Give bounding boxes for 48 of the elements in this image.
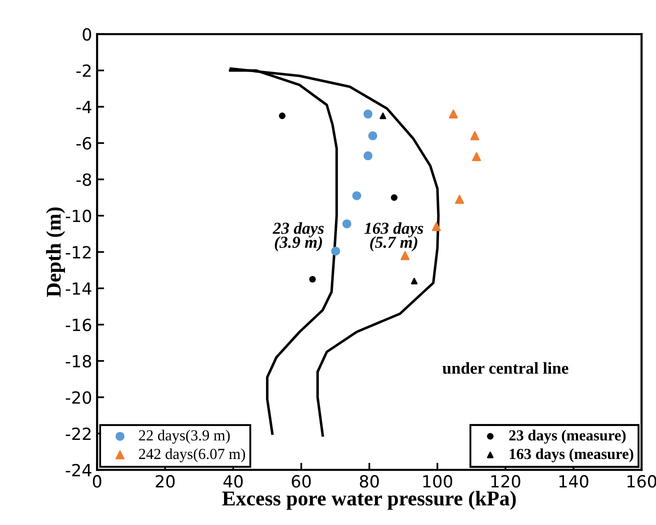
annotation: 23 days (3.9 m): [272, 222, 324, 252]
point: [390, 194, 398, 201]
x-tick-label: 40: [223, 475, 243, 488]
point: [331, 246, 340, 256]
point: [363, 151, 372, 160]
x-tick-label: 0: [92, 475, 102, 488]
x-tick-label: 160: [627, 475, 656, 488]
point: [352, 191, 362, 200]
x-tick-label: 20: [156, 475, 175, 488]
y-tick-label: -10: [66, 210, 92, 222]
x-tick-label: 80: [360, 475, 379, 488]
point: [278, 112, 286, 120]
x-axis-title: Excess pore water pressure (kPa): [222, 490, 516, 510]
point: [472, 152, 482, 162]
x-tick-label: 120: [491, 475, 520, 488]
point: [309, 276, 316, 283]
y-axis-title: Depth (m): [46, 207, 66, 298]
point: [368, 131, 378, 140]
legend-label: 23 days (measure): [509, 430, 626, 444]
x-tick-label: 100: [423, 475, 452, 488]
y-tick-label: -2: [76, 64, 91, 77]
x-tick-label: 60: [292, 475, 311, 488]
y-tick-label: -22: [66, 428, 91, 440]
legend-label: 22 days(3.9 m): [139, 430, 230, 444]
annotation: under central line: [442, 362, 568, 374]
legend-label: 163 days (measure): [510, 448, 634, 462]
legend-label: 242 days(6.07 m): [139, 448, 246, 462]
y-tick-label: -24: [66, 464, 92, 476]
point: [455, 194, 464, 204]
y-tick-label: -20: [66, 391, 92, 404]
y-tick-label: -16: [66, 318, 92, 332]
point: [342, 219, 352, 228]
y-tick-label: -12: [66, 246, 91, 258]
x-tick-label: 140: [559, 475, 588, 488]
y-tick-label: 0: [82, 28, 92, 41]
point: [400, 251, 410, 260]
y-tick-label: -4: [76, 100, 92, 114]
point: [380, 112, 386, 120]
point: [432, 222, 441, 232]
y-tick-label: -18: [66, 354, 92, 368]
y-tick-label: -6: [76, 137, 92, 150]
point: [448, 110, 458, 119]
y-tick-label: -14: [66, 282, 92, 295]
point: [410, 278, 418, 284]
point: [363, 110, 372, 119]
annotation: 163 days (5.7 m): [364, 222, 424, 252]
point: [470, 131, 480, 140]
y-tick-label: -8: [76, 173, 92, 186]
